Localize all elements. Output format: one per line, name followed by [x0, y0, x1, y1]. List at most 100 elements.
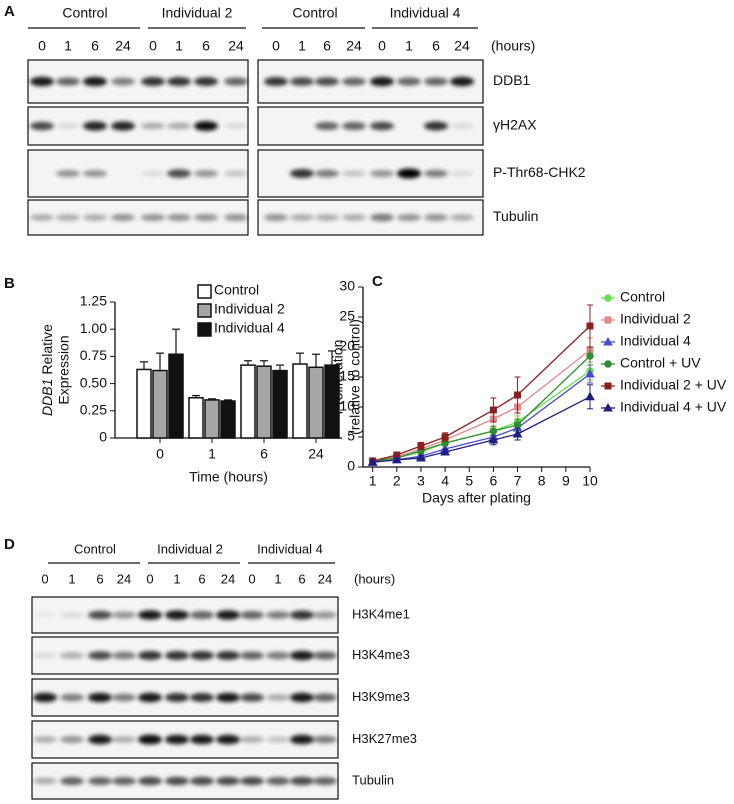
y-axis-label: Expression — [56, 335, 72, 404]
y-tick-label: 0.25 — [80, 402, 107, 418]
blot-band — [224, 77, 248, 86]
time-label: 0 — [378, 38, 386, 54]
blot-band — [370, 213, 394, 222]
blot-band — [290, 776, 314, 786]
time-label: 24 — [318, 571, 332, 586]
y-tick-label: 0 — [99, 429, 107, 445]
blot-band — [141, 122, 165, 130]
blot-band — [190, 734, 214, 745]
unit-label: (hours) — [491, 38, 535, 54]
legend-label: Control — [214, 282, 259, 298]
blot-label: H3K4me3 — [352, 647, 410, 662]
y-axis-label: DDB1 Relative — [39, 324, 55, 416]
time-label: 24 — [454, 38, 470, 54]
blot-band — [83, 214, 107, 221]
blot-band — [138, 776, 162, 786]
blot-band — [370, 76, 394, 87]
bar — [136, 368, 152, 439]
blot-band — [165, 693, 189, 702]
marker — [585, 391, 595, 401]
time-label: 6 — [202, 38, 210, 54]
time-label: 1 — [175, 38, 183, 54]
time-label: 1 — [274, 571, 281, 586]
blot-band — [216, 610, 240, 620]
y-tick-label: 30 — [339, 278, 355, 294]
blot-band — [264, 77, 288, 86]
legend-swatch — [197, 303, 212, 318]
marker — [417, 442, 425, 450]
blot-band — [141, 170, 165, 177]
legend-label: Individual 2 — [214, 301, 285, 317]
time-label: 1 — [68, 571, 75, 586]
blot-band — [342, 122, 366, 130]
blot-label: γH2AX — [493, 117, 537, 133]
blot-band — [165, 776, 189, 786]
time-label: 0 — [248, 571, 255, 586]
marker — [367, 457, 378, 466]
blot-band — [224, 123, 248, 129]
group-label: Control — [292, 5, 337, 21]
blot-band — [83, 170, 107, 177]
blot-band — [240, 776, 264, 786]
blot-band — [88, 692, 112, 703]
blot-label: Tubulin — [352, 772, 394, 787]
blot-band — [60, 652, 84, 659]
legend-label: Individual 2 + UV — [620, 377, 727, 393]
blot-band — [190, 611, 214, 619]
time-label: 1 — [64, 38, 72, 54]
blot-band — [240, 611, 264, 619]
blot-band — [370, 170, 394, 177]
blot-band — [313, 611, 337, 619]
blot-band — [56, 214, 80, 221]
blot-band — [313, 735, 337, 744]
blot-label: H3K27me3 — [352, 731, 417, 746]
blot-band — [138, 610, 162, 620]
bar — [152, 369, 168, 439]
blot-band — [165, 610, 189, 620]
blot-band — [190, 776, 214, 786]
blot-band — [112, 777, 136, 785]
blot-band — [60, 736, 84, 743]
blot-band — [216, 651, 240, 660]
blot-label: Tubulin — [493, 208, 538, 224]
time-label: 24 — [346, 38, 362, 54]
time-label: 1 — [298, 38, 306, 54]
x-tick-label: 1 — [208, 446, 216, 462]
blot-band — [60, 612, 84, 618]
panel-letter: C — [372, 273, 383, 290]
blot-band — [165, 651, 189, 660]
blot-band — [141, 214, 165, 221]
blot-band — [111, 121, 135, 131]
blot-band — [266, 736, 290, 743]
blot-band — [450, 76, 474, 87]
blot-band — [111, 77, 135, 86]
y-axis-label-part: Relative — [39, 324, 55, 375]
x-tick-label: 6 — [260, 446, 268, 462]
marker — [512, 428, 523, 438]
blot-band — [112, 611, 136, 619]
blot-band — [83, 121, 107, 131]
blot-band — [397, 77, 421, 86]
blot-band — [266, 694, 290, 701]
blot-band — [138, 734, 162, 745]
blot-band — [33, 692, 57, 703]
blot-label: DDB1 — [493, 72, 531, 88]
group-label: Individual 4 — [390, 5, 461, 21]
bar — [240, 364, 256, 439]
blot-band — [167, 122, 191, 130]
blot-band — [313, 651, 337, 660]
x-tick-label: 10 — [582, 473, 598, 489]
blot-band — [30, 121, 54, 131]
marker — [604, 294, 612, 302]
blot-band — [60, 693, 84, 702]
blot-band — [315, 214, 339, 221]
y-axis-label-gene: DDB1 — [39, 379, 55, 416]
bar — [220, 400, 236, 439]
x-tick-label: 6 — [490, 473, 498, 489]
group-label: Control — [74, 541, 116, 556]
blot-band — [397, 168, 421, 179]
blot-band — [194, 77, 218, 86]
blot-band — [167, 169, 191, 178]
blot-band — [33, 612, 57, 618]
blot-label: H3K4me1 — [352, 606, 410, 621]
